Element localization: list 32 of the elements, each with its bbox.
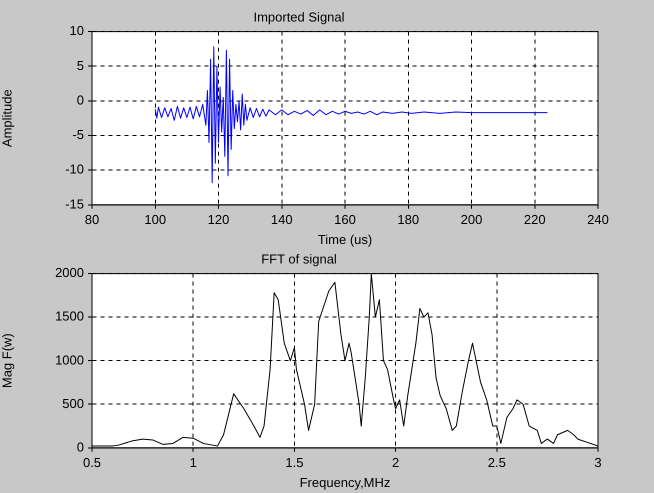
y-axis-title: Mag F(w) bbox=[0, 333, 14, 388]
x-tick-label: 180 bbox=[397, 212, 420, 228]
x-tick-label: 2 bbox=[392, 455, 400, 470]
x-axis-title: Frequency,MHz bbox=[300, 474, 390, 490]
y-tick-label: 2000 bbox=[55, 265, 84, 280]
y-tick-label: 0 bbox=[76, 92, 84, 108]
x-tick-label: 2.5 bbox=[488, 455, 506, 470]
y-tick-label: 10 bbox=[70, 23, 84, 38]
x-tick-label: 140 bbox=[270, 212, 293, 228]
x-axis-title: Time (us) bbox=[318, 232, 372, 247]
x-tick-label: 80 bbox=[84, 212, 100, 228]
x-tick-label: 160 bbox=[334, 212, 356, 228]
x-tick-label: 200 bbox=[460, 212, 482, 228]
y-tick-label: -15 bbox=[65, 196, 84, 212]
x-tick-label: 3 bbox=[594, 455, 602, 470]
y-tick-label: 5 bbox=[76, 58, 84, 73]
y-tick-label: -5 bbox=[72, 127, 84, 142]
y-tick-label: 1500 bbox=[55, 308, 84, 324]
y-tick-label: 500 bbox=[62, 396, 84, 411]
chart-title: Imported Signal bbox=[253, 9, 345, 24]
x-tick-label: 1.5 bbox=[285, 455, 304, 470]
x-tick-label: 0.5 bbox=[82, 455, 102, 470]
y-tick-label: 0 bbox=[76, 439, 84, 454]
x-tick-label: 100 bbox=[144, 212, 166, 228]
y-tick-label: 1000 bbox=[55, 352, 84, 368]
x-tick-label: 120 bbox=[208, 212, 230, 228]
y-axis-title: Amplitude bbox=[0, 89, 14, 148]
x-tick-label: 240 bbox=[587, 212, 609, 228]
x-tick-label: 1 bbox=[190, 455, 197, 470]
y-tick-label: -10 bbox=[65, 162, 84, 177]
chart-title: FFT of signal bbox=[261, 251, 337, 266]
x-tick-label: 220 bbox=[524, 212, 546, 228]
